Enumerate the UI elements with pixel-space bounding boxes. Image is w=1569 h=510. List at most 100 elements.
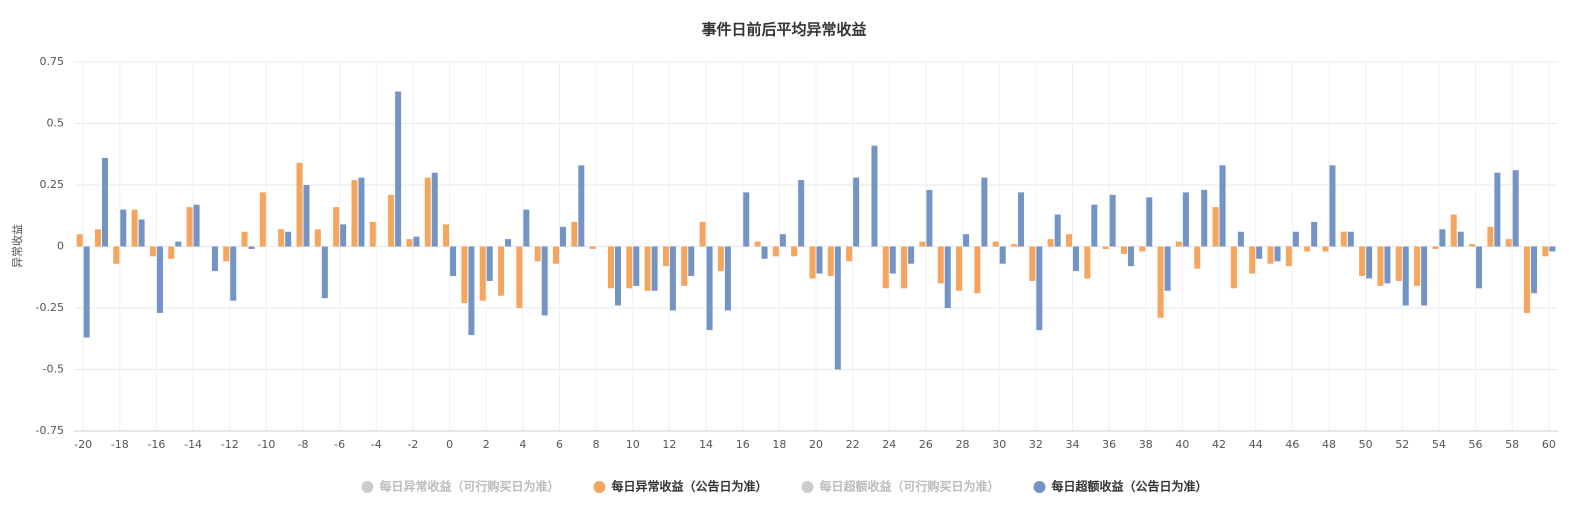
bar: [541, 246, 548, 316]
bar: [889, 246, 896, 274]
bar: [340, 224, 347, 247]
bar: [1402, 246, 1409, 306]
x-tick-label: 32: [1029, 438, 1043, 451]
bar: [175, 241, 182, 247]
bar: [944, 246, 951, 308]
x-tick-label: -18: [111, 438, 129, 451]
bar: [230, 246, 237, 301]
bar: [1285, 246, 1292, 267]
bar: [1175, 241, 1182, 247]
bar: [1311, 221, 1318, 247]
bar: [669, 246, 676, 311]
bar: [644, 246, 651, 291]
legend-marker[interactable]: [593, 481, 606, 493]
bar: [1230, 246, 1237, 289]
x-tick-label: 12: [662, 438, 676, 451]
legend-label[interactable]: 每日异常收益（公告日为准）: [611, 479, 767, 494]
x-tick-label: 44: [1249, 438, 1263, 451]
bar: [138, 219, 145, 247]
bar: [443, 224, 450, 247]
bar: [1542, 246, 1549, 257]
bar: [908, 246, 915, 264]
x-tick-label: 0: [446, 438, 453, 451]
legend-marker[interactable]: [1033, 481, 1046, 493]
bar: [614, 246, 621, 306]
bar: [1036, 246, 1043, 331]
bar: [534, 246, 541, 262]
bar: [1146, 197, 1153, 247]
x-tick-label: 28: [956, 438, 970, 451]
legend-label[interactable]: 每日超额收益（可行购买日为准）: [820, 479, 1000, 494]
bar: [1439, 229, 1446, 247]
bar: [1157, 246, 1164, 318]
bar: [278, 229, 285, 247]
bar: [149, 246, 156, 257]
bar: [1395, 246, 1402, 281]
bar: [681, 246, 688, 286]
x-tick-label: 52: [1395, 438, 1409, 451]
bar: [981, 177, 988, 247]
bar: [450, 246, 457, 277]
bar: [1011, 244, 1018, 247]
bar: [94, 229, 101, 247]
bar: [76, 234, 83, 247]
bar: [351, 180, 358, 247]
y-tick-label: -0.5: [43, 363, 64, 376]
bar: [1421, 246, 1428, 306]
legend-marker[interactable]: [361, 481, 374, 493]
bar: [1072, 246, 1079, 272]
x-tick-label: 40: [1175, 438, 1189, 451]
bar: [1109, 194, 1116, 247]
bar: [626, 246, 633, 289]
bar: [1139, 246, 1146, 252]
x-tick-label: 26: [919, 438, 933, 451]
x-tick-label: 56: [1469, 438, 1483, 451]
bar: [578, 165, 585, 247]
bar: [706, 246, 713, 331]
bar: [1505, 239, 1512, 247]
bar: [303, 185, 310, 247]
bar: [761, 246, 768, 259]
bar: [1512, 170, 1519, 247]
bar: [992, 241, 999, 247]
bar: [120, 209, 127, 247]
bar: [743, 192, 750, 247]
bar: [651, 246, 658, 291]
bar: [1322, 246, 1329, 252]
bar: [285, 231, 292, 247]
bar: [553, 246, 560, 264]
x-tick-label: 24: [882, 438, 896, 451]
bar: [1120, 246, 1127, 254]
bar: [688, 246, 695, 277]
bar: [369, 221, 376, 247]
x-tick-label: -6: [334, 438, 345, 451]
x-tick-label: 30: [992, 438, 1006, 451]
bar: [156, 246, 163, 313]
bar: [1047, 239, 1054, 247]
x-tick-label: 18: [772, 438, 786, 451]
bar: [717, 246, 724, 272]
bar: [168, 246, 175, 259]
bar: [901, 246, 908, 289]
bar: [395, 91, 402, 247]
bar: [486, 246, 493, 281]
bar: [83, 246, 90, 338]
bar: [1494, 172, 1501, 247]
x-tick-label: 22: [846, 438, 860, 451]
legend-marker[interactable]: [801, 481, 814, 493]
legend-label[interactable]: 每日异常收益（可行购买日为准）: [379, 479, 559, 494]
bar: [1219, 165, 1226, 247]
bar: [498, 246, 505, 296]
legend-label[interactable]: 每日超额收益（公告日为准）: [1052, 479, 1208, 494]
x-tick-label: -8: [298, 438, 309, 451]
bar: [1194, 246, 1201, 269]
bar: [607, 246, 614, 289]
y-tick-label: 0.5: [47, 117, 65, 130]
bar: [1212, 207, 1219, 247]
bar: [926, 189, 933, 247]
y-tick-label: -0.25: [36, 301, 64, 314]
bar: [846, 246, 853, 262]
bar: [1054, 214, 1061, 247]
bar: [1384, 246, 1391, 284]
x-tick-label: 50: [1359, 438, 1373, 451]
